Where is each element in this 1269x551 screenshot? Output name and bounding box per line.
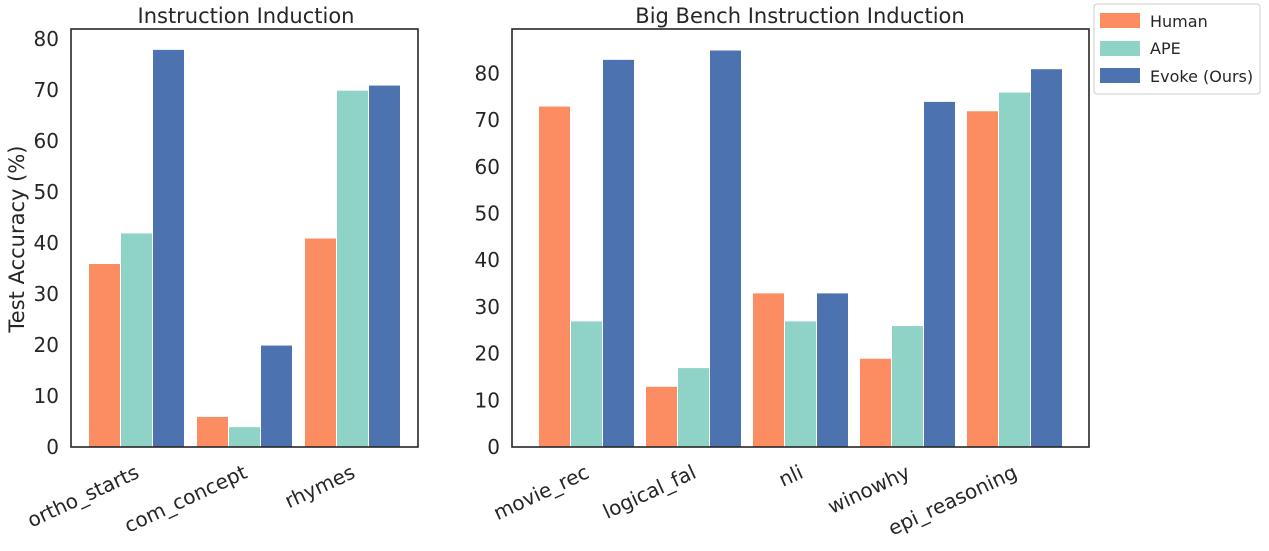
y-tick-label: 60 <box>34 129 59 153</box>
bar-human-epi-reasoning <box>966 110 999 448</box>
bar-evoke-ours-com-concept <box>260 344 293 448</box>
bar-ape-epi-reasoning <box>998 91 1031 448</box>
y-tick-label: 10 <box>475 388 500 412</box>
legend: Human APE Evoke (Ours) <box>1093 3 1261 95</box>
bar-ape-com-concept <box>228 426 261 448</box>
bar-evoke-ours-movie-rec <box>602 58 635 448</box>
y-tick-label: 20 <box>475 342 500 366</box>
legend-label-evoke: Evoke (Ours) <box>1150 67 1253 86</box>
y-tick-label: 80 <box>475 61 500 85</box>
bar-evoke-ours-ortho-starts <box>152 48 185 448</box>
y-tick-label: 30 <box>34 282 59 306</box>
plot-frame <box>70 28 419 448</box>
chart-title: Big Bench Instruction Induction <box>635 4 964 28</box>
bars <box>88 48 401 448</box>
chart-big-bench-instruction-induction: Big Bench Instruction Induction 0 10 20 30 4… <box>475 4 1090 541</box>
y-tick-label: 0 <box>487 435 500 459</box>
bar-ape-ortho-starts <box>120 232 153 448</box>
bar-human-logical-fal <box>645 385 678 448</box>
bar-human-nli <box>752 292 785 448</box>
bar-human-com-concept <box>196 415 229 448</box>
bar-ape-nli <box>784 320 817 448</box>
x-tick-label: logical_fal <box>599 460 700 524</box>
bar-evoke-ours-logical-fal <box>709 49 742 448</box>
bar-human-winowhy <box>859 357 892 448</box>
x-tick-label: rhymes <box>281 460 359 513</box>
legend-label-ape: APE <box>1150 39 1181 58</box>
y-tick-label: 40 <box>34 231 59 255</box>
bars <box>538 49 1063 448</box>
y-tick-label: 30 <box>475 295 500 319</box>
chart-instruction-induction: Instruction Induction Test Accuracy (%) … <box>5 4 419 538</box>
y-axis-label: Test Accuracy (%) <box>5 146 29 334</box>
x-tick-label: movie_rec <box>490 460 593 525</box>
legend-swatch-evoke <box>1100 68 1140 83</box>
y-tick-label: 20 <box>34 333 59 357</box>
bar-ape-rhymes <box>336 89 369 448</box>
x-tick-label: nli <box>775 460 807 492</box>
legend-swatch-ape <box>1100 41 1140 56</box>
x-ticks: movie_rec logical_fal nli winowhyepi_reason… <box>490 460 1021 541</box>
bar-evoke-ours-rhymes <box>368 84 401 448</box>
x-tick-label: com_concept <box>120 460 250 538</box>
bar-human-rhymes <box>304 237 337 448</box>
y-tick-label: 40 <box>475 248 500 272</box>
bar-human-movie-rec <box>538 105 571 448</box>
y-tick-label: 50 <box>475 201 500 225</box>
legend-item-ape: APE <box>1100 39 1181 58</box>
plot-frame <box>511 28 1090 448</box>
y-tick-label: 60 <box>475 155 500 179</box>
bar-ape-winowhy <box>891 325 924 448</box>
y-tick-label: 10 <box>34 384 59 408</box>
y-tick-label: 0 <box>46 435 59 459</box>
legend-item-evoke: Evoke (Ours) <box>1100 67 1253 86</box>
bar-evoke-ours-epi-reasoning <box>1030 68 1063 448</box>
y-tick-label: 70 <box>475 108 500 132</box>
y-tick-label: 70 <box>34 78 59 102</box>
bar-ape-logical-fal <box>677 367 710 448</box>
legend-label-human: Human <box>1150 12 1208 31</box>
y-ticks: 0 10 20 30 40 50 60 70 80 <box>475 61 500 459</box>
x-tick-label: winowhy <box>824 460 914 519</box>
legend-item-human: Human <box>1100 12 1208 31</box>
bar-evoke-ours-nli <box>816 292 849 448</box>
bar-human-ortho-starts <box>88 262 121 448</box>
bar-ape-movie-rec <box>570 320 603 448</box>
y-tick-label: 50 <box>34 180 59 204</box>
y-ticks: 0 10 20 30 40 50 60 70 80 <box>34 27 59 459</box>
legend-swatch-human <box>1100 13 1140 28</box>
chart-title: Instruction Induction <box>138 4 355 28</box>
y-tick-label: 80 <box>34 27 59 51</box>
bar-evoke-ours-winowhy <box>923 100 956 448</box>
